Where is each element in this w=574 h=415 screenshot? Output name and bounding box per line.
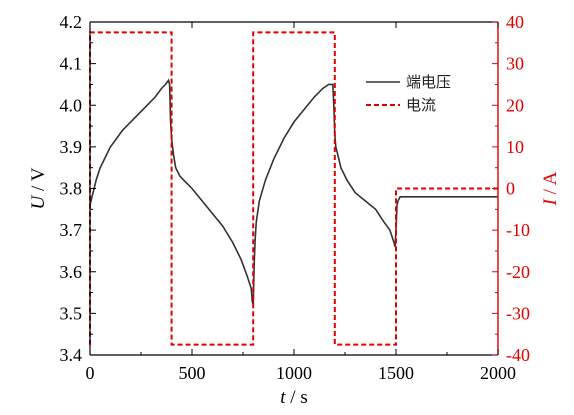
y-left-tick-label: 3.4 [60,345,83,365]
axes: 0 500 1000 1500 2000 3.4 3.5 3.6 3.7 3.8 3.9 4.0 4.1… [60,12,531,383]
y-right-tick-label: -20 [506,262,530,282]
y-right-tick-label: -10 [506,220,530,240]
y-right-tick-label: -40 [506,345,530,365]
x-axis-label: t / s [280,387,307,408]
y-right-tick-label: 20 [506,95,524,115]
y-left-tick-label: 4.0 [60,95,83,115]
x-tick-label: 1500 [378,363,414,383]
y-right-tick-label: 0 [506,179,515,199]
legend-label-0: 端电压 [406,73,451,91]
y-left-tick-label: 4.2 [60,12,83,32]
y-right-tick-label: -30 [506,303,530,323]
x-tick-label: 500 [179,363,206,383]
y-left-tick-label: 3.8 [60,179,83,199]
y-left-axis-label: U / V [28,167,49,209]
x-tick-label: 1000 [276,363,312,383]
x-tick-label: 0 [86,363,95,383]
plot-area [89,31,498,346]
y-right-tick-label: 10 [506,137,524,157]
y-left-tick-label: 3.9 [60,137,83,157]
y-right-tick-label: 30 [506,54,524,74]
y-right-axis-label: I / A [540,171,561,206]
y-left-tick-label: 3.5 [60,303,83,323]
y-right-tick-label: 40 [506,12,524,32]
y-left-tick-label: 3.7 [60,220,83,240]
axis-labels: t / s U / V I / A [28,167,561,408]
voltage-series-line [89,78,498,306]
y-left-tick-label: 3.6 [60,262,83,282]
x-tick-label: 2000 [480,363,516,383]
y-left-tick-label: 4.1 [60,54,83,74]
current-series-line [89,31,498,346]
legend-label-1: 电流 [406,96,436,114]
